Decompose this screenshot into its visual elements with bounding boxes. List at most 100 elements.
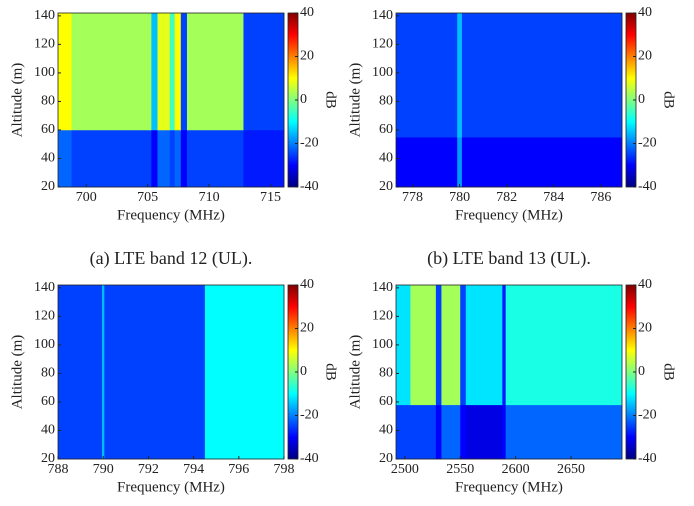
colorbar-tick-label: -40 — [638, 451, 657, 466]
heat-cell — [102, 285, 105, 460]
y-tick-label: 40 — [379, 151, 393, 166]
y-tick-label: 80 — [379, 366, 393, 381]
heat-cell — [441, 285, 461, 406]
y-tick-label: 80 — [41, 94, 55, 109]
colorbar-tick-label: 40 — [638, 5, 652, 20]
colorbar-tick-label: 20 — [638, 49, 652, 64]
heat-cell — [180, 13, 188, 131]
x-tick-label: 2650 — [557, 462, 585, 477]
y-axis-label: Altitude (m) — [9, 335, 25, 410]
colorbar-tick-label: 0 — [638, 364, 645, 379]
heat-cell — [243, 129, 285, 188]
y-tick-label: 100 — [34, 337, 55, 352]
colorbar-tick-label: -40 — [300, 179, 319, 194]
y-tick-label: 20 — [41, 451, 55, 466]
x-tick-label: 794 — [183, 462, 204, 477]
colorbar-tick-label: 40 — [300, 277, 314, 292]
colorbar-label: dB — [323, 363, 339, 381]
heat-cell — [465, 285, 503, 406]
y-tick-label: 120 — [34, 37, 55, 52]
x-tick-label: 705 — [137, 190, 158, 205]
colorbar-label: dB — [323, 91, 339, 109]
heat-cell — [441, 404, 461, 460]
colorbar-tick-label: 0 — [638, 92, 645, 107]
heat-cell — [157, 13, 171, 131]
heat-cell — [396, 13, 458, 138]
heat-cell — [186, 129, 244, 188]
colorbar-tick-label: -20 — [300, 408, 319, 423]
x-axis-label: Frequency (MHz) — [455, 207, 563, 223]
y-axis-label: Altitude (m) — [347, 335, 363, 410]
x-tick-label: 778 — [402, 190, 423, 205]
x-axis-label: Frequency (MHz) — [117, 207, 225, 223]
x-axis-label: Frequency (MHz) — [117, 479, 225, 495]
colorbar-tick-label: -20 — [300, 136, 319, 151]
heat-cell — [204, 285, 285, 460]
heat-cell — [58, 13, 72, 131]
y-tick-label: 80 — [41, 366, 55, 381]
colorbar-tick-label: 40 — [300, 5, 314, 20]
heat-cell — [58, 129, 72, 188]
y-axis-label: Altitude (m) — [9, 63, 25, 138]
colorbar-tick-label: 0 — [300, 364, 307, 379]
heat-cell — [410, 285, 437, 406]
heat-cell — [169, 13, 175, 131]
heat-cell — [151, 13, 158, 131]
colorbar-tick-label: 20 — [300, 49, 314, 64]
x-tick-label: 784 — [543, 190, 564, 205]
y-tick-label: 120 — [372, 37, 393, 52]
heat-cell — [71, 129, 152, 188]
heat-cell — [186, 13, 244, 131]
heat-cell — [502, 404, 506, 460]
y-tick-label: 20 — [379, 179, 393, 194]
y-tick-label: 40 — [41, 151, 55, 166]
heat-cell — [435, 404, 442, 460]
colorbar-tick-label: 20 — [300, 321, 314, 336]
x-tick-label: 780 — [449, 190, 470, 205]
x-tick-label: 798 — [274, 462, 295, 477]
heat-cell — [169, 129, 175, 188]
plot-frame — [395, 284, 623, 460]
colorbar-tick-label: -40 — [638, 179, 657, 194]
colorbar-label: dB — [661, 91, 677, 109]
x-tick-label: 710 — [199, 190, 220, 205]
heat-cell — [71, 13, 152, 131]
y-tick-label: 140 — [34, 8, 55, 23]
y-tick-label: 40 — [41, 423, 55, 438]
heat-cell — [435, 285, 442, 406]
colorbar-tick-label: 0 — [300, 92, 307, 107]
heat-cell — [157, 129, 171, 188]
y-tick-label: 100 — [34, 65, 55, 80]
y-tick-label: 20 — [41, 179, 55, 194]
colorbar-tick-label: -20 — [638, 136, 657, 151]
heat-cell — [174, 129, 182, 188]
heat-cell — [151, 129, 158, 188]
colorbar-tick-label: 20 — [638, 321, 652, 336]
colorbar-label: dB — [661, 363, 677, 381]
x-tick-label: 790 — [93, 462, 114, 477]
heat-cell — [465, 404, 503, 460]
y-tick-label: 140 — [372, 280, 393, 295]
heat-cell — [505, 404, 623, 460]
heat-cell — [58, 285, 103, 460]
x-tick-label: 792 — [138, 462, 159, 477]
y-tick-label: 120 — [34, 309, 55, 324]
plot-frame — [395, 12, 623, 188]
y-tick-label: 60 — [379, 394, 393, 409]
heat-cell — [243, 13, 285, 131]
colorbar-tick-label: -20 — [638, 408, 657, 423]
heat-cell — [396, 137, 458, 188]
caption: (a) LTE band 12 (UL). — [90, 248, 253, 269]
y-axis-label: Altitude (m) — [347, 63, 363, 138]
x-axis-label: Frequency (MHz) — [455, 479, 563, 495]
colorbar-tick-label: 40 — [638, 277, 652, 292]
heat-cell — [396, 404, 411, 460]
colorbar-tick-label: -40 — [300, 451, 319, 466]
x-tick-label: 796 — [228, 462, 249, 477]
heat-cell — [457, 137, 463, 188]
heat-cell — [460, 404, 467, 460]
heat-cell — [104, 285, 206, 460]
y-tick-label: 80 — [379, 94, 393, 109]
plot-frame — [57, 12, 285, 188]
